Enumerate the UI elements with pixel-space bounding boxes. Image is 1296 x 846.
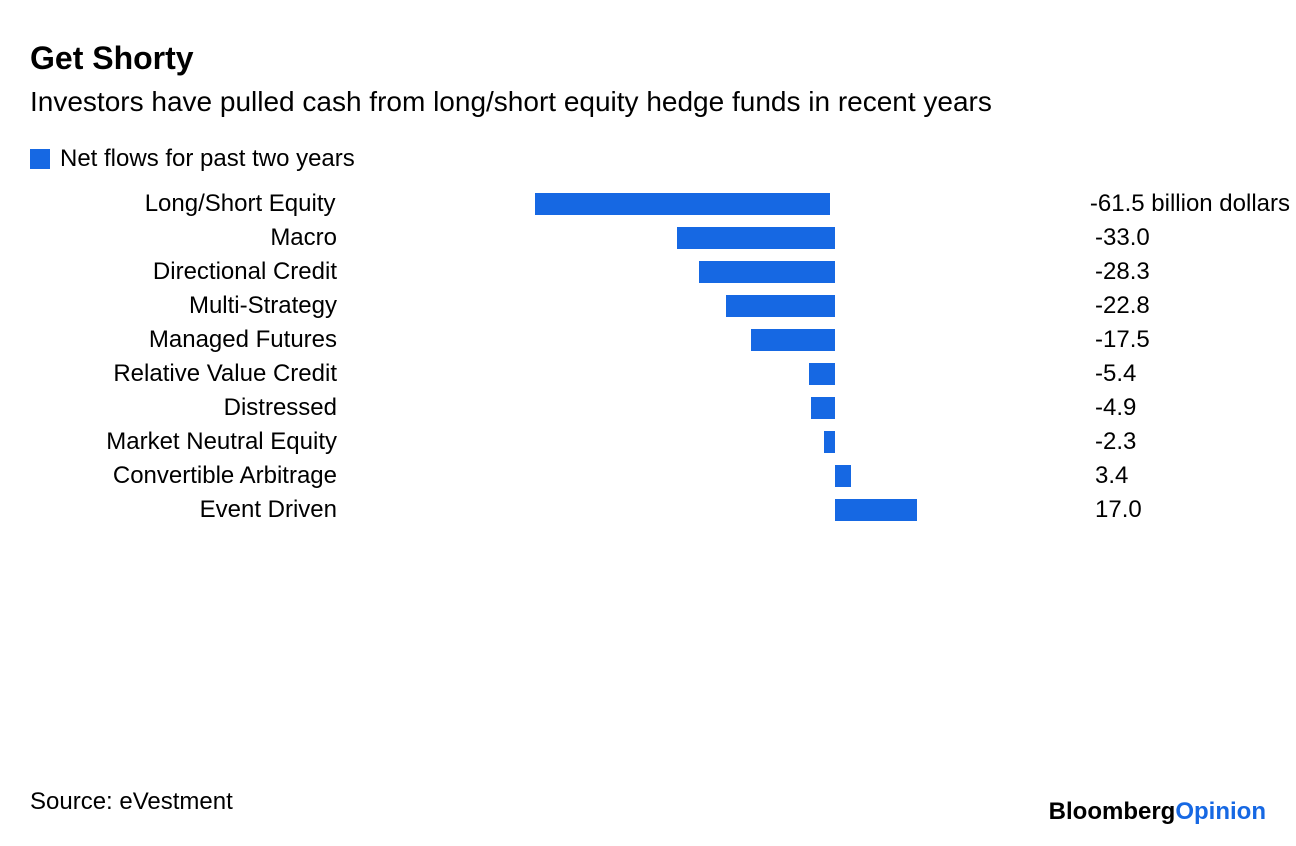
value-label: 17.0 xyxy=(1085,496,1142,524)
chart-row: Directional Credit -28.3 xyxy=(30,255,1290,289)
category-label: Multi-Strategy xyxy=(30,292,345,320)
legend-label: Net flows for past two years xyxy=(60,145,355,173)
brand-logo: BloombergOpinion xyxy=(1049,798,1266,826)
bar-area xyxy=(345,221,1085,255)
bar xyxy=(751,329,835,351)
value-label: -5.4 xyxy=(1085,360,1136,388)
category-label: Managed Futures xyxy=(30,326,345,354)
chart-row: Multi-Strategy -22.8 xyxy=(30,289,1290,323)
chart-row: Macro -33.0 xyxy=(30,221,1290,255)
category-label: Long/Short Equity xyxy=(30,190,344,218)
chart-row: Managed Futures -17.5 xyxy=(30,323,1290,357)
bar xyxy=(835,465,851,487)
chart-row: Market Neutral Equity -2.3 xyxy=(30,425,1290,459)
bar xyxy=(535,193,830,215)
value-label: -33.0 xyxy=(1085,224,1150,252)
category-label: Market Neutral Equity xyxy=(30,428,345,456)
legend-swatch xyxy=(30,149,50,169)
category-label: Distressed xyxy=(30,394,345,422)
bar xyxy=(835,499,917,521)
bar xyxy=(809,363,835,385)
chart-row: Relative Value Credit -5.4 xyxy=(30,357,1290,391)
chart-row: Long/Short Equity -61.5 billion dollars xyxy=(30,187,1290,221)
value-label: -2.3 xyxy=(1085,428,1136,456)
bar-area xyxy=(345,391,1085,425)
bar-area xyxy=(345,493,1085,527)
brand-opinion: Opinion xyxy=(1175,798,1266,825)
category-label: Event Driven xyxy=(30,496,345,524)
value-label: -17.5 xyxy=(1085,326,1150,354)
category-label: Macro xyxy=(30,224,345,252)
category-label: Directional Credit xyxy=(30,258,345,286)
bar-area xyxy=(344,187,1080,221)
bar-area xyxy=(345,357,1085,391)
bar-area xyxy=(345,289,1085,323)
bar xyxy=(726,295,835,317)
value-label: -4.9 xyxy=(1085,394,1136,422)
bar xyxy=(699,261,835,283)
category-label: Relative Value Credit xyxy=(30,360,345,388)
category-label: Convertible Arbitrage xyxy=(30,462,345,490)
value-label: -61.5 billion dollars xyxy=(1080,190,1290,218)
bar-area xyxy=(345,425,1085,459)
chart-subtitle: Investors have pulled cash from long/sho… xyxy=(30,83,1210,121)
bar-area xyxy=(345,459,1085,493)
value-label: -22.8 xyxy=(1085,292,1150,320)
bar-area xyxy=(345,323,1085,357)
brand-bloomberg: Bloomberg xyxy=(1049,798,1176,825)
chart-row: Event Driven 17.0 xyxy=(30,493,1290,527)
chart-row: Convertible Arbitrage 3.4 xyxy=(30,459,1290,493)
bar xyxy=(811,397,835,419)
bar xyxy=(677,227,835,249)
chart-row: Distressed -4.9 xyxy=(30,391,1290,425)
chart-title: Get Shorty xyxy=(30,40,1266,77)
bar-area xyxy=(345,255,1085,289)
bar-chart: Long/Short Equity -61.5 billion dollars Ma… xyxy=(30,187,1290,527)
value-label: 3.4 xyxy=(1085,462,1128,490)
legend: Net flows for past two years xyxy=(30,145,1266,173)
bar xyxy=(824,431,835,453)
source-text: Source: eVestment xyxy=(30,788,233,816)
value-label: -28.3 xyxy=(1085,258,1150,286)
